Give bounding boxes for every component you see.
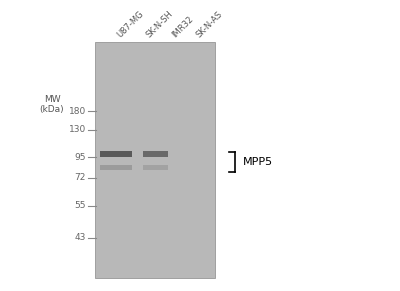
Text: 180: 180 bbox=[69, 107, 86, 116]
Text: U87-MG: U87-MG bbox=[115, 9, 145, 39]
Text: 55: 55 bbox=[74, 201, 86, 210]
Text: SK-N-SH: SK-N-SH bbox=[145, 9, 175, 39]
Text: MPP5: MPP5 bbox=[243, 157, 273, 167]
Text: 95: 95 bbox=[74, 152, 86, 162]
Text: 130: 130 bbox=[69, 125, 86, 134]
Bar bbox=[95, 42, 215, 278]
Bar bbox=[100, 151, 132, 157]
Text: SK-N-AS: SK-N-AS bbox=[195, 9, 225, 39]
Bar bbox=[143, 164, 168, 169]
Text: IMR32: IMR32 bbox=[170, 14, 195, 39]
Text: 43: 43 bbox=[75, 233, 86, 242]
Bar bbox=[100, 164, 132, 169]
Text: MW
(kDa): MW (kDa) bbox=[40, 95, 64, 114]
Bar bbox=[143, 151, 168, 157]
Text: 72: 72 bbox=[75, 173, 86, 182]
